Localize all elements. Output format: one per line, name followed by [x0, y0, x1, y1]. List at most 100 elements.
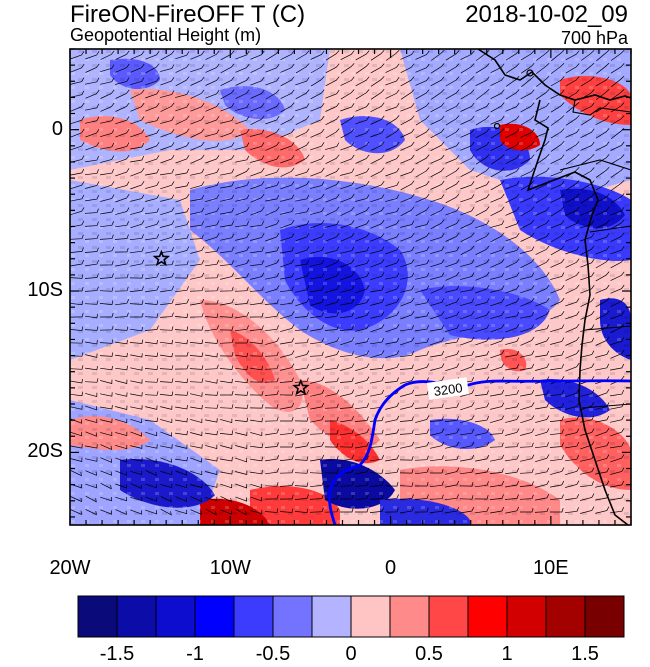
wind-barb [190, 246, 205, 254]
wind-barb [85, 495, 97, 503]
wind-barb [460, 206, 475, 216]
wind-barb [580, 102, 595, 112]
wind-barb [370, 194, 385, 203]
wind-barb [460, 232, 475, 243]
wind-barb [460, 351, 475, 358]
wind-barb [115, 102, 130, 112]
wind-barb [70, 63, 85, 73]
wind-barb [490, 246, 505, 255]
wind-barb [130, 470, 143, 476]
wind-barb [325, 350, 340, 358]
wind-barb [340, 454, 355, 462]
wind-barb [84, 169, 99, 176]
wind-barb [370, 167, 385, 178]
wind-barb [235, 103, 250, 111]
wind-barb [220, 470, 233, 475]
wind-barb [190, 431, 203, 436]
wind-barb [295, 272, 310, 280]
wind-barb [490, 206, 505, 217]
wind-barb [340, 272, 355, 281]
wind-barb [235, 457, 248, 463]
wind-barb [475, 232, 490, 242]
wind-barb [220, 89, 235, 100]
wind-barb [610, 88, 625, 100]
valid-time: 2018-10-02_09 [465, 1, 628, 28]
wind-barb [355, 389, 370, 397]
x-tick-label: 20W [49, 557, 91, 579]
wind-barb [280, 115, 295, 126]
wind-barb [580, 363, 595, 372]
wind-barb [490, 337, 505, 346]
wind-barb [175, 339, 188, 345]
wind-barb [130, 326, 143, 332]
wind-barb [265, 337, 280, 345]
wind-barb [520, 311, 535, 319]
wind-barb [220, 483, 233, 489]
wind-barb [520, 115, 535, 126]
wind-barb [84, 300, 99, 305]
wind-barb [145, 116, 160, 124]
wind-barb [370, 389, 385, 397]
wind-barb [264, 508, 279, 513]
wind-barb [309, 351, 324, 357]
wind-barb [85, 116, 100, 124]
wind-barb [295, 194, 310, 202]
wind-barb [430, 324, 445, 332]
wind-barb [85, 509, 97, 516]
wind-barb [549, 416, 564, 422]
wind-barb [190, 181, 205, 190]
wind-barb [445, 141, 460, 151]
wind-barb [85, 129, 100, 138]
wind-barb [280, 76, 295, 87]
wind-barb [205, 444, 218, 450]
wind-barb [70, 339, 84, 344]
wind-barb [340, 76, 355, 86]
wind-barb [565, 89, 580, 100]
wind-barb [100, 482, 112, 490]
wind-barb [580, 389, 595, 397]
wind-barb [580, 310, 595, 320]
wind-barb [504, 442, 519, 448]
wind-barb [580, 193, 595, 204]
wind-barb [279, 455, 294, 461]
colorbar-swatch [467, 595, 508, 638]
wind-barb [370, 180, 385, 190]
wind-barb [445, 271, 460, 281]
wind-barb [370, 219, 385, 229]
wind-barb [580, 49, 595, 61]
wind-barb [145, 102, 160, 112]
wind-barb [580, 245, 595, 256]
wind-barb [189, 339, 204, 344]
wind-barb [550, 115, 565, 126]
wind-barb [460, 429, 475, 436]
wind-barb [159, 339, 173, 345]
wind-barb [475, 167, 490, 178]
wind-barb [115, 444, 128, 450]
wind-barb [145, 90, 160, 99]
wind-barb [550, 128, 565, 139]
wind-barb [385, 454, 400, 462]
wind-barb [340, 154, 355, 164]
wind-barb [385, 246, 400, 255]
wind-barb [85, 142, 100, 151]
wind-barb [430, 128, 445, 139]
wind-barb [264, 494, 279, 500]
wind-barb [430, 89, 445, 100]
wind-barb [324, 469, 339, 474]
wind-barb [445, 480, 460, 488]
wind-barb [550, 193, 565, 204]
wind-barb [430, 233, 445, 242]
wind-barb [430, 272, 445, 280]
wind-barb [430, 284, 445, 294]
wind-barb [550, 284, 565, 294]
wind-barb [339, 351, 354, 358]
wind-barb [250, 233, 265, 241]
wind-barb [355, 232, 370, 242]
wind-barb [535, 167, 550, 178]
wind-barb [310, 285, 325, 293]
wind-barb [610, 363, 625, 371]
wind-barb [205, 142, 220, 150]
wind-barb [385, 441, 400, 449]
wind-barb [535, 297, 550, 307]
wind-barb [580, 167, 595, 178]
